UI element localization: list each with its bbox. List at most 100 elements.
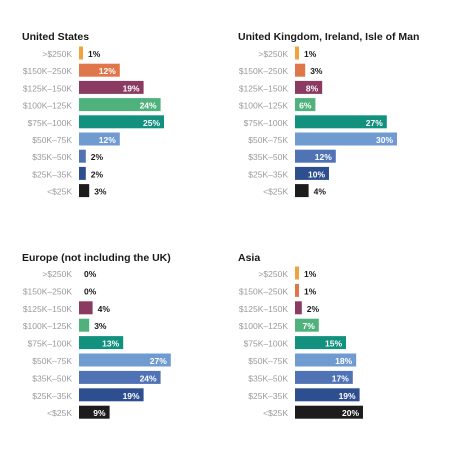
bar [79,336,124,350]
category-label: $100K–125K [23,321,72,331]
category-label: $75K–100K [244,339,289,349]
bar [79,353,171,367]
data-label: 1% [304,286,317,296]
data-label: 1% [88,49,101,59]
data-label: 12% [99,66,116,76]
category-label: $125K–150K [239,304,288,314]
category-label: $35K–50K [248,152,288,162]
data-label: 24% [140,373,157,383]
bar [79,301,93,315]
category-label: $150K–250K [239,66,288,76]
bar [295,115,387,129]
data-label: 3% [310,66,323,76]
bar [79,318,90,332]
category-label: $35K–50K [248,373,288,383]
data-label: 3% [94,321,107,331]
bar [79,80,144,94]
category-label: $50K–75K [32,356,72,366]
data-label: 15% [325,339,342,349]
bar [79,98,161,112]
bar [295,63,306,77]
category-label: $100K–125K [239,321,288,331]
bar [295,80,323,94]
data-label: 19% [123,83,140,93]
bar [79,184,90,198]
data-label: 4% [98,304,111,314]
category-label: $100K–125K [239,101,288,111]
data-label: 13% [102,339,119,349]
bar [295,98,316,112]
data-label: 18% [335,356,352,366]
data-label: 9% [93,408,106,418]
data-label: 7% [303,321,316,331]
data-label: 2% [91,152,104,162]
category-label: $35K–50K [32,373,72,383]
bar [295,149,336,163]
bar [295,166,329,180]
data-label: 1% [304,269,317,279]
data-label: 12% [315,152,332,162]
bar [79,46,83,60]
category-label: $25K–35K [248,169,288,179]
category-label: <$25K [263,187,288,197]
bar [79,405,110,419]
data-label: 2% [307,304,320,314]
category-label: $50K–75K [248,135,288,145]
data-label: 27% [366,118,383,128]
panel-title: United States [22,31,89,43]
category-label: $25K–35K [32,391,72,401]
category-label: $25K–35K [32,169,72,179]
data-label: 4% [314,187,327,197]
bar [79,149,86,163]
data-label: 30% [376,135,393,145]
data-label: 0% [84,286,97,296]
data-label: 6% [299,101,312,111]
data-label: 2% [91,169,104,179]
category-label: <$25K [47,187,72,197]
category-label: $35K–50K [32,152,72,162]
bar [295,405,363,419]
bar [79,166,86,180]
category-label: >$250K [42,49,72,59]
category-label: $50K–75K [32,135,72,145]
data-label: 10% [308,169,325,179]
bar [295,266,299,280]
category-label: $50K–75K [248,356,288,366]
data-label: 17% [332,373,349,383]
bar [295,301,302,315]
data-label: 19% [339,391,356,401]
data-label: 3% [94,187,107,197]
data-label: 27% [150,356,167,366]
bar [295,132,397,146]
bar [295,46,299,60]
category-label: $75K–100K [28,118,73,128]
category-label: $75K–100K [28,339,73,349]
bar [79,63,120,77]
data-label: 1% [304,49,317,59]
data-label: 19% [123,391,140,401]
bar [295,388,360,402]
data-label: 24% [140,101,157,111]
bar [79,115,164,129]
category-label: $125K–150K [23,83,72,93]
bar [295,283,299,297]
category-label: $75K–100K [244,118,289,128]
category-label: $150K–250K [23,66,72,76]
bar [295,318,319,332]
category-label: $25K–35K [248,391,288,401]
category-label: >$250K [258,269,288,279]
panel-title: Europe (not including the UK) [22,252,171,264]
bar [79,370,161,384]
category-label: $100K–125K [23,101,72,111]
category-label: >$250K [258,49,288,59]
bar [79,388,144,402]
panel-title: United Kingdom, Ireland, Isle of Man [238,31,419,43]
category-label: $125K–150K [23,304,72,314]
bar [295,184,309,198]
category-label: $150K–250K [23,286,72,296]
category-label: >$250K [42,269,72,279]
category-label: $150K–250K [239,286,288,296]
data-label: 0% [84,269,97,279]
category-label: <$25K [263,408,288,418]
